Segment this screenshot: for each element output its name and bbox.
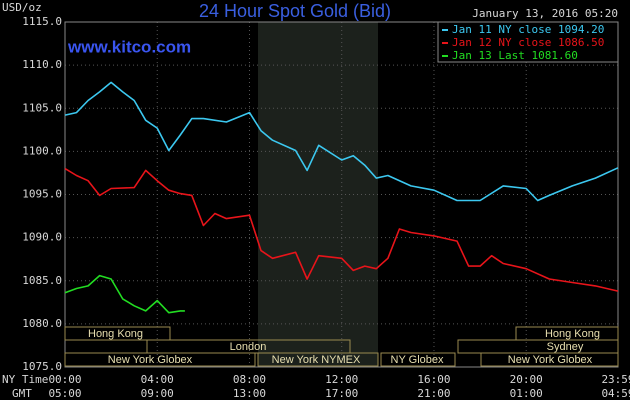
- session-box: [380, 352, 456, 367]
- session-label: Hong Kong: [545, 328, 600, 340]
- plot: 1075.0 1080.0 1085.0 1090.0 1095.0 1100.0 1105…: [22, 15, 630, 400]
- x-tick-label: 04:00: [141, 373, 174, 386]
- chart-title: 24 Hour Spot Gold (Bid): [199, 1, 391, 21]
- legend-label: Jan 12 NY close 1086.50: [452, 36, 604, 49]
- x-tick-label-gmt: 21:00: [417, 387, 450, 400]
- session-label: New York NYMEX: [272, 354, 361, 366]
- x-tick-label-gmt: 09:00: [141, 387, 174, 400]
- x-row-label: GMT: [12, 387, 32, 400]
- session-label: NY Globex: [391, 354, 444, 366]
- y-tick-label: 1085.0: [22, 274, 62, 287]
- session-label: New York Globex: [508, 354, 593, 366]
- x-tick-label: 00:00: [48, 373, 81, 386]
- y-tick-label: 1075.0: [22, 360, 62, 373]
- x-tick-label: 12:00: [325, 373, 358, 386]
- legend-box: [437, 21, 619, 63]
- x-row-label: NY Time: [2, 373, 48, 386]
- y-axis-label: USD/oz: [2, 1, 42, 14]
- session-label: New York Globex: [108, 354, 193, 366]
- x-tick-label-gmt: 01:00: [510, 387, 543, 400]
- y-tick-label: 1090.0: [22, 231, 62, 244]
- y-tick-label: 1105.0: [22, 101, 62, 114]
- session-label: London: [230, 341, 267, 353]
- series-line: [64, 167, 619, 292]
- x-tick-label: 16:00: [417, 373, 450, 386]
- session-box: [257, 352, 379, 367]
- x-tick-label-gmt: 05:00: [48, 387, 81, 400]
- session-box: [64, 326, 171, 341]
- x-tick-label-gmt: 13:00: [233, 387, 266, 400]
- series-line: [64, 274, 185, 314]
- y-tick-label: 1080.0: [22, 317, 62, 330]
- session-label: Hong Kong: [88, 328, 143, 340]
- x-tick-label: 23:59: [601, 373, 630, 386]
- y-tick-label: 1115.0: [22, 15, 62, 28]
- session-label: Sydney: [547, 341, 584, 353]
- x-tick-label-gmt: 17:00: [325, 387, 358, 400]
- session-box: [480, 352, 619, 367]
- watermark: www.kitco.com: [67, 37, 191, 56]
- y-tick-label: 1100.0: [22, 144, 62, 157]
- session-box: [64, 352, 256, 367]
- x-tick-label-gmt: 04:59: [601, 387, 630, 400]
- plot-frame: [64, 21, 619, 368]
- legend-label: Jan 13 Last 1081.60: [452, 49, 578, 62]
- legend-label: Jan 11 NY close 1094.20: [452, 23, 604, 36]
- x-tick-label: 20:00: [510, 373, 543, 386]
- y-tick-label: 1095.0: [22, 188, 62, 201]
- series-line: [64, 81, 619, 202]
- y-tick-label: 1110.0: [22, 58, 62, 71]
- x-tick-label: 08:00: [233, 373, 266, 386]
- timestamp: January 13, 2016 05:20: [472, 7, 618, 20]
